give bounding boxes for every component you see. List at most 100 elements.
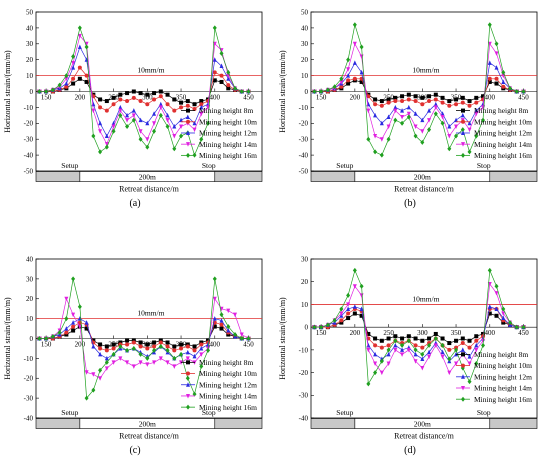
stop-label: Stop [477,408,491,417]
threshold-label: 10mm/m [137,309,164,318]
data-point [433,336,438,341]
data-point [481,338,486,344]
data-point [481,331,486,336]
data-point [467,103,472,108]
data-point [460,95,465,100]
data-point [246,89,251,94]
data-point [98,97,103,102]
x-tick-label: 350 [451,329,462,337]
data-point [494,283,499,289]
x-axis-title: Retreat distance/m [394,185,455,194]
data-point [212,324,217,329]
data-point [427,108,432,113]
data-point [312,89,317,94]
data-point [514,324,519,330]
data-point [406,104,411,110]
data-point [346,292,351,298]
data-point [172,134,177,139]
span-label: 200m [414,173,431,182]
data-point [352,41,357,47]
data-point [454,338,459,343]
data-point [212,276,217,282]
legend-swatch-marker [461,142,465,147]
x-tick-label: 150 [41,341,52,349]
data-point [219,326,224,331]
data-point [71,81,76,86]
data-point [118,112,123,118]
data-point [98,149,103,155]
data-point [37,89,42,94]
data-point [494,51,499,56]
series-line [314,269,524,386]
data-point [145,144,150,150]
data-point [179,105,184,110]
data-point [474,347,479,353]
data-point [373,149,378,155]
retreat-bar-left [35,418,81,429]
data-point [131,108,136,113]
data-point [325,87,330,93]
retreat-bar-right [214,171,263,182]
legend-entry: Mining height 12m [474,372,532,381]
data-point [84,41,89,47]
x-tick-label: 200 [75,341,86,349]
data-point [373,351,378,357]
data-point [440,111,445,116]
data-point [460,336,465,341]
data-point [104,366,109,371]
data-point [158,94,163,99]
data-point [379,370,384,376]
data-point [460,112,465,118]
legend-swatch-marker [186,404,190,410]
data-point [474,100,479,105]
legend-entry: Mining height 10m [474,117,532,126]
data-point [474,338,479,343]
data-point [386,343,391,348]
data-point [179,124,184,129]
data-point [118,343,123,349]
data-point [339,84,344,89]
y-tick-label: 20 [26,56,34,64]
data-point [413,351,418,357]
data-point [219,322,224,327]
data-point [226,324,231,330]
x-tick-label: 400 [210,341,221,349]
data-point [413,99,418,104]
data-point [84,320,89,325]
data-point [172,108,177,113]
data-point [494,291,499,296]
data-point [165,347,170,353]
data-point [352,311,357,316]
data-point [212,57,217,62]
setup-label: Setup [61,161,78,170]
data-point [474,360,479,366]
data-point [152,111,157,116]
data-point [77,76,82,81]
data-point [447,356,452,362]
data-point [131,89,136,94]
data-point [494,313,499,318]
data-point [393,347,398,353]
data-point [481,117,486,123]
y-tick-label: 10 [301,72,309,80]
data-point [172,364,177,369]
y-tick-label: 10 [301,301,309,309]
data-point [98,351,103,357]
data-point [373,336,378,341]
data-point [118,97,123,102]
data-point [233,312,238,318]
data-point [454,117,459,123]
data-point [440,336,445,341]
y-tick-label: 50 [301,8,309,16]
data-point [413,94,418,99]
x-axis-title: Retreat distance/m [394,432,455,441]
data-point [366,94,371,99]
data-point [212,296,217,302]
series-line [39,278,249,399]
x-tick-label: 400 [485,329,496,337]
data-point [158,112,163,118]
data-point [185,103,190,108]
data-point [179,117,184,123]
data-point [460,341,465,346]
data-point [373,370,378,376]
